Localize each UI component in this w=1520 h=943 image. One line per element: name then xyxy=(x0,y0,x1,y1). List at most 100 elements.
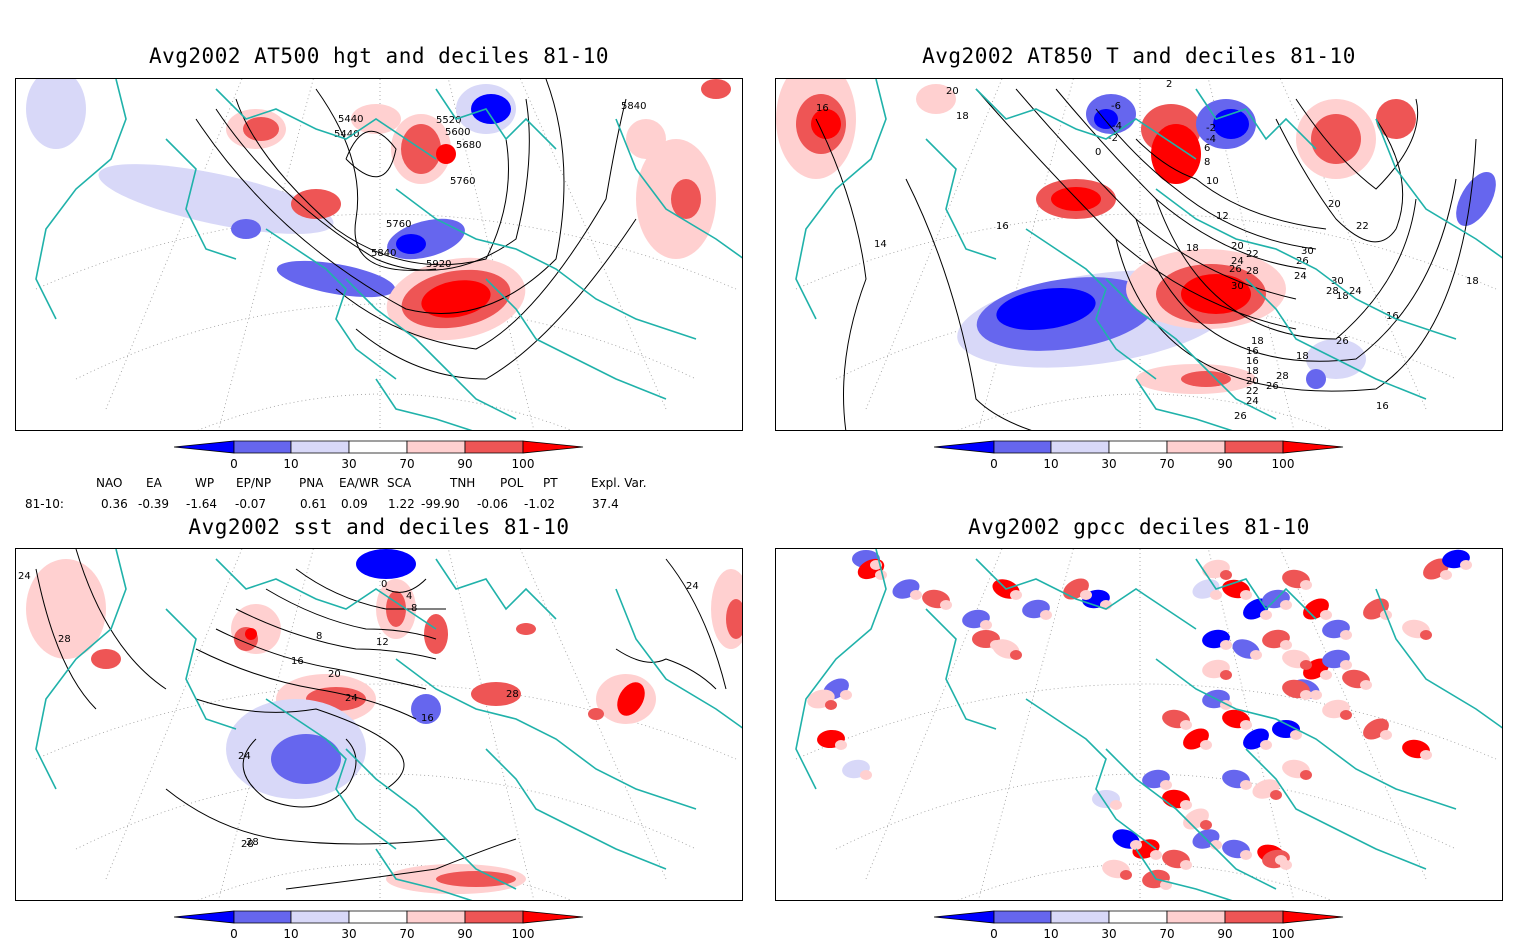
contour-line xyxy=(165,788,447,845)
graticule-line xyxy=(105,79,243,410)
contour-line xyxy=(235,608,437,660)
coastline xyxy=(435,88,557,150)
decile-shading xyxy=(910,590,922,600)
contour-label: 8 xyxy=(1204,157,1210,168)
contour-label: 20 xyxy=(946,86,959,97)
contour-label: 5680 xyxy=(456,140,481,151)
decile-shading xyxy=(1220,670,1232,680)
contour-label: -2 xyxy=(1206,123,1216,134)
tc-header-pol: POL xyxy=(500,476,524,490)
graticule-line xyxy=(75,303,697,380)
graticule-line xyxy=(75,773,697,850)
contour-label: 24 xyxy=(1246,396,1259,407)
colorbar-label: 90 xyxy=(1217,457,1233,471)
contour-line xyxy=(1095,108,1317,250)
decile-shading xyxy=(271,734,341,784)
contour-line xyxy=(1295,98,1419,190)
tc-value-pt: -1.02 xyxy=(524,497,556,511)
decile-shading xyxy=(840,690,852,700)
colorbar-segment xyxy=(1108,910,1168,924)
contour-label: 20 xyxy=(328,669,341,680)
colorbar-segment xyxy=(522,440,584,454)
contour-label: 18 xyxy=(1186,243,1199,254)
decile-shading xyxy=(1376,99,1416,139)
tc-header-ea: EA xyxy=(146,476,162,490)
decile-shading xyxy=(875,570,887,580)
decile-shading xyxy=(726,599,742,639)
contour-label: 18 xyxy=(956,111,969,122)
decile-shading xyxy=(1181,371,1231,387)
tc-header-wp: WP xyxy=(195,476,215,490)
map-panel-gpcc xyxy=(775,548,1503,901)
contour-label: 0 xyxy=(1095,147,1101,158)
decile-shading xyxy=(1220,570,1232,580)
panel-title-hgt: Avg2002 AT500 hgt and deciles 81-10 xyxy=(148,44,609,68)
decile-shading xyxy=(291,189,341,219)
decile-shading xyxy=(860,770,872,780)
colorbar-segment xyxy=(233,910,292,924)
coastline xyxy=(1025,698,1157,850)
contour-line xyxy=(195,698,405,790)
colorbar-segment xyxy=(173,910,235,924)
coastline xyxy=(795,79,887,320)
tc-value-explvar: 37.4 xyxy=(592,497,619,511)
decile-shading xyxy=(1300,580,1312,590)
contour-label: 26 xyxy=(1229,264,1242,275)
decile-shading xyxy=(1010,650,1022,660)
contour-line xyxy=(285,838,517,890)
contour-label: 20 xyxy=(1246,376,1259,387)
contour-label: 5600 xyxy=(445,127,470,138)
coastline xyxy=(975,558,1197,630)
contour-label: 28 xyxy=(246,837,259,848)
colorbar-segment xyxy=(1282,440,1344,454)
contour-label: -4 xyxy=(1112,121,1122,132)
contour-label: 6 xyxy=(1204,143,1210,154)
decile-shading xyxy=(1130,840,1142,850)
coastline xyxy=(795,549,887,790)
contour-line xyxy=(815,118,867,430)
decile-shading xyxy=(1240,850,1252,860)
decile-shading xyxy=(26,559,106,659)
contour-label: 16 xyxy=(1246,356,1259,367)
decile-shading xyxy=(588,708,604,720)
contour-label: 5440 xyxy=(338,114,363,125)
graticule-line xyxy=(35,213,737,290)
decile-shading xyxy=(245,628,257,640)
colorbar-label: 30 xyxy=(1101,927,1117,941)
decile-shading xyxy=(1210,590,1222,600)
decile-shading xyxy=(396,234,426,254)
decile-shading xyxy=(1290,730,1302,740)
map-panel-sst: 24 28 28 0 4 8 8 12 16 20 16 24 28 24 28 24 xyxy=(15,548,743,901)
coastline xyxy=(1155,658,1457,810)
contour-line xyxy=(1155,198,1417,340)
contour-label: 28 xyxy=(1326,286,1339,297)
decile-shading xyxy=(1260,740,1272,750)
tc-value-sca: 1.22 xyxy=(388,497,415,511)
colorbar-label: 0 xyxy=(990,927,998,941)
map-panel-hgt: 5440 5440 5520 5600 5680 5760 5760 5840 5920 5840 xyxy=(15,78,743,431)
decile-shading xyxy=(1300,690,1312,700)
tc-header-tnh: TNH xyxy=(450,476,476,490)
decile-shading xyxy=(671,179,701,219)
decile-shading xyxy=(1210,840,1222,850)
contour-label: 12 xyxy=(376,637,389,648)
decile-shading xyxy=(1340,660,1352,670)
decile-shading xyxy=(1240,780,1252,790)
graticule-line xyxy=(978,549,1074,900)
coastline xyxy=(975,88,1197,160)
contour-label: 24 xyxy=(345,693,358,704)
decile-shading xyxy=(1420,750,1432,760)
contour-line xyxy=(315,88,437,271)
coastline xyxy=(435,558,557,620)
decile-shading xyxy=(916,84,956,114)
decile-shading xyxy=(1280,640,1292,650)
decile-shading xyxy=(1270,790,1282,800)
decile-shading xyxy=(411,694,441,724)
panel-title-sst: Avg2002 sst and deciles 81-10 xyxy=(188,515,570,539)
contour-label: 18 xyxy=(1246,366,1259,377)
coastline xyxy=(35,549,127,790)
decile-shading xyxy=(26,79,86,149)
colorbar-segment xyxy=(933,910,995,924)
colorbar-segment xyxy=(1166,910,1226,924)
tc-header-pna: PNA xyxy=(299,476,324,490)
